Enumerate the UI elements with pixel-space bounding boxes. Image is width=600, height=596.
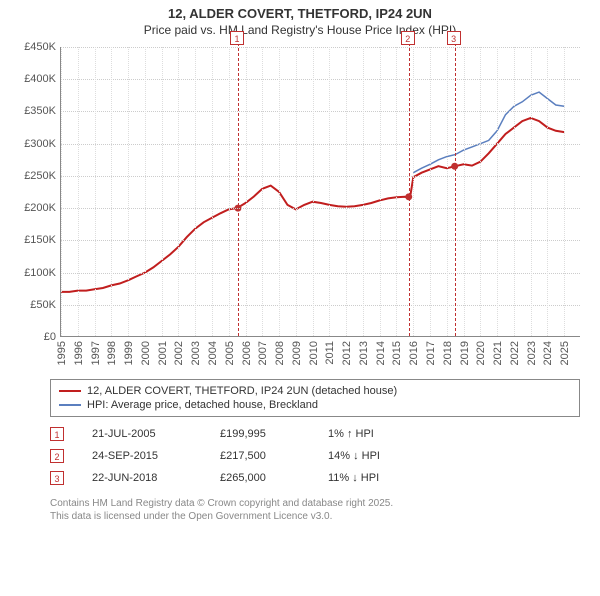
footnote-line: This data is licensed under the Open Gov… [50, 510, 580, 523]
sale-marker-box: 3 [447, 31, 461, 45]
sale-diff: 14% ↓ HPI [328, 450, 418, 462]
legend-label: HPI: Average price, detached house, Brec… [87, 399, 318, 411]
legend-label: 12, ALDER COVERT, THETFORD, IP24 2UN (de… [87, 385, 397, 397]
y-tick-label: £150K [10, 234, 56, 246]
table-row: 3 22-JUN-2018 £265,000 11% ↓ HPI [50, 467, 580, 489]
y-tick-label: £350K [10, 105, 56, 117]
legend-swatch [59, 404, 81, 406]
chart-plot-area [60, 47, 580, 337]
chart-container: £0 £50K £100K £150K £200K £250K £300K £350K £400… [10, 43, 590, 373]
y-tick-label: £0 [10, 331, 56, 343]
y-tick-label: £100K [10, 267, 56, 279]
footnote-line: Contains HM Land Registry data © Crown c… [50, 497, 580, 510]
sale-marker: 2 [50, 449, 64, 463]
page-subtitle: Price paid vs. HM Land Registry's House … [0, 23, 600, 37]
sale-marker: 3 [50, 471, 64, 485]
y-tick-label: £400K [10, 73, 56, 85]
legend-row: 12, ALDER COVERT, THETFORD, IP24 2UN (de… [59, 384, 571, 398]
sale-diff: 1% ↑ HPI [328, 428, 418, 440]
table-row: 2 24-SEP-2015 £217,500 14% ↓ HPI [50, 445, 580, 467]
y-tick-label: £300K [10, 138, 56, 150]
y-tick-label: £250K [10, 170, 56, 182]
sale-marker-line [409, 43, 410, 336]
sale-price: £199,995 [220, 428, 300, 440]
table-row: 1 21-JUL-2005 £199,995 1% ↑ HPI [50, 423, 580, 445]
sale-marker-line [455, 43, 456, 336]
sale-date: 24-SEP-2015 [92, 450, 192, 462]
y-tick-label: £50K [10, 299, 56, 311]
sale-marker-box: 1 [230, 31, 244, 45]
sale-price: £217,500 [220, 450, 300, 462]
legend-row: HPI: Average price, detached house, Brec… [59, 398, 571, 412]
x-tick-label: 2025 [559, 341, 591, 365]
sale-marker-line [238, 43, 239, 336]
sale-diff: 11% ↓ HPI [328, 472, 418, 484]
page-title: 12, ALDER COVERT, THETFORD, IP24 2UN [0, 6, 600, 21]
chart-svg [61, 47, 581, 337]
sale-date: 21-JUL-2005 [92, 428, 192, 440]
chart-legend: 12, ALDER COVERT, THETFORD, IP24 2UN (de… [50, 379, 580, 417]
sale-price: £265,000 [220, 472, 300, 484]
legend-swatch [59, 390, 81, 392]
sale-marker-box: 2 [401, 31, 415, 45]
y-tick-label: £200K [10, 202, 56, 214]
series-line [413, 92, 564, 173]
sale-marker: 1 [50, 427, 64, 441]
sale-date: 22-JUN-2018 [92, 472, 192, 484]
footnote: Contains HM Land Registry data © Crown c… [50, 497, 580, 523]
sales-table: 1 21-JUL-2005 £199,995 1% ↑ HPI 2 24-SEP… [50, 423, 580, 489]
y-tick-label: £450K [10, 41, 56, 53]
